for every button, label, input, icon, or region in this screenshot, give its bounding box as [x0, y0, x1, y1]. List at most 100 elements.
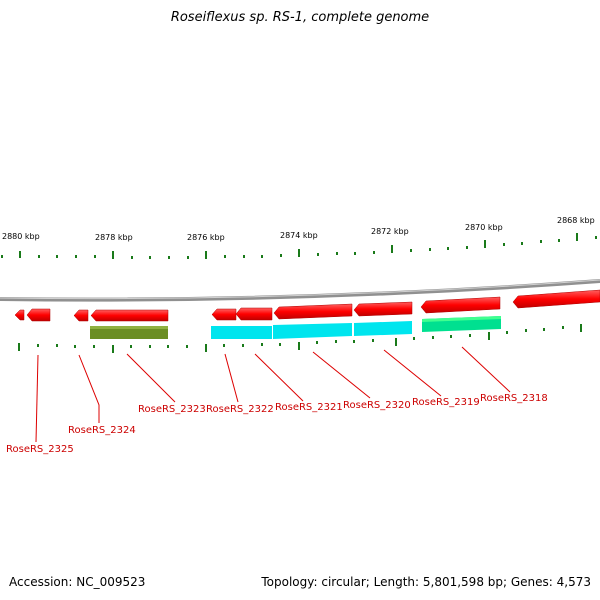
tick	[521, 242, 523, 245]
gene-label[interactable]: RoseRS_2319	[412, 397, 480, 408]
tick	[243, 255, 245, 258]
gene-arrow[interactable]	[211, 308, 237, 321]
tick	[336, 252, 338, 255]
tick	[37, 344, 39, 347]
tick	[19, 251, 21, 258]
feature-bar-cyan[interactable]	[273, 323, 352, 339]
tick	[353, 340, 355, 343]
gene-arrow[interactable]	[73, 309, 89, 322]
tick	[74, 345, 76, 348]
feature-bar-cyan[interactable]	[211, 326, 272, 339]
tick	[93, 345, 95, 348]
genome-stats-text: Topology: circular; Length: 5,801,598 bp…	[261, 575, 591, 589]
callout-line	[254, 353, 304, 402]
tick	[131, 256, 133, 259]
callout-line	[383, 349, 442, 397]
tick	[562, 326, 564, 329]
ruler-label: 2878 kbp	[95, 233, 133, 242]
tick	[279, 343, 281, 346]
tick	[413, 337, 415, 340]
tick	[466, 246, 468, 249]
ruler-labels: 2880 kbp 2878 kbp 2876 kbp 2874 kbp 2872…	[2, 216, 595, 242]
feature-bar-olive[interactable]	[90, 326, 168, 339]
tick	[261, 343, 263, 346]
callout-line	[35, 354, 39, 443]
callout-lines	[35, 346, 511, 443]
tick	[354, 252, 356, 255]
tick	[298, 249, 300, 257]
tick	[298, 342, 300, 350]
tick	[1, 255, 3, 258]
gene-arrow[interactable]	[420, 296, 501, 314]
gene-arrow[interactable]	[26, 308, 51, 322]
gene-arrow[interactable]	[273, 303, 353, 320]
tick	[261, 255, 263, 258]
gene-label[interactable]: RoseRS_2320	[343, 400, 411, 411]
top-tick-row	[1, 233, 597, 259]
tick	[543, 328, 545, 331]
tick	[38, 255, 40, 258]
tick	[506, 331, 508, 334]
tick	[167, 345, 169, 348]
tick	[372, 339, 374, 342]
feature-bar-green-highlight	[422, 316, 501, 322]
ruler-label: 2874 kbp	[280, 231, 318, 240]
tick	[580, 324, 582, 332]
gene-label[interactable]: RoseRS_2321	[275, 402, 343, 413]
tick	[112, 251, 114, 259]
tick	[395, 338, 397, 346]
tick	[187, 256, 189, 259]
tick	[429, 248, 431, 251]
gene-arrow[interactable]	[235, 307, 273, 321]
tick	[447, 247, 449, 250]
tick	[205, 344, 207, 352]
gene-labels: RoseRS_2325 RoseRS_2324 RoseRS_2323 Rose…	[6, 393, 548, 455]
tick	[56, 344, 58, 347]
tick	[540, 240, 542, 243]
tick	[432, 336, 434, 339]
page-title: Roseiflexus sp. RS-1, complete genome	[170, 10, 430, 25]
ruler-label: 2880 kbp	[2, 232, 40, 241]
gene-label[interactable]: RoseRS_2322	[206, 404, 274, 415]
ruler-label: 2872 kbp	[371, 227, 409, 236]
gene-arrow[interactable]	[90, 309, 169, 322]
tick	[469, 334, 471, 337]
callout-line	[461, 346, 511, 393]
tick	[223, 344, 225, 347]
genome-backbone	[0, 279, 600, 302]
gene-label[interactable]: RoseRS_2318	[480, 393, 548, 404]
tick	[149, 256, 151, 259]
tick	[18, 343, 20, 351]
feature-bar-cyan[interactable]	[354, 321, 412, 336]
tick	[450, 335, 452, 338]
tick	[130, 345, 132, 348]
gene-arrow[interactable]	[512, 289, 600, 309]
tick	[525, 329, 527, 332]
tick	[280, 254, 282, 257]
tick	[205, 251, 207, 259]
gene-arrows	[14, 289, 600, 322]
tick	[595, 236, 597, 239]
tick	[576, 233, 578, 241]
callout-line	[126, 353, 176, 403]
callout-line	[78, 354, 100, 423]
feature-track	[90, 316, 501, 339]
gene-arrow[interactable]	[14, 309, 25, 321]
tick	[94, 255, 96, 258]
callout-line	[224, 353, 239, 403]
tick	[149, 345, 151, 348]
tick	[391, 245, 393, 253]
gene-arrow[interactable]	[353, 301, 413, 317]
tick	[484, 240, 486, 248]
tick	[186, 345, 188, 348]
accession-text: Accession: NC_009523	[9, 575, 146, 589]
tick	[112, 345, 114, 353]
tick	[224, 255, 226, 258]
ruler-label: 2876 kbp	[187, 233, 225, 242]
gene-label[interactable]: RoseRS_2324	[68, 425, 136, 436]
ruler-label: 2870 kbp	[465, 223, 503, 232]
gene-label[interactable]: RoseRS_2323	[138, 404, 206, 415]
gene-label[interactable]: RoseRS_2325	[6, 444, 74, 455]
feature-bar-olive-highlight	[90, 326, 168, 329]
